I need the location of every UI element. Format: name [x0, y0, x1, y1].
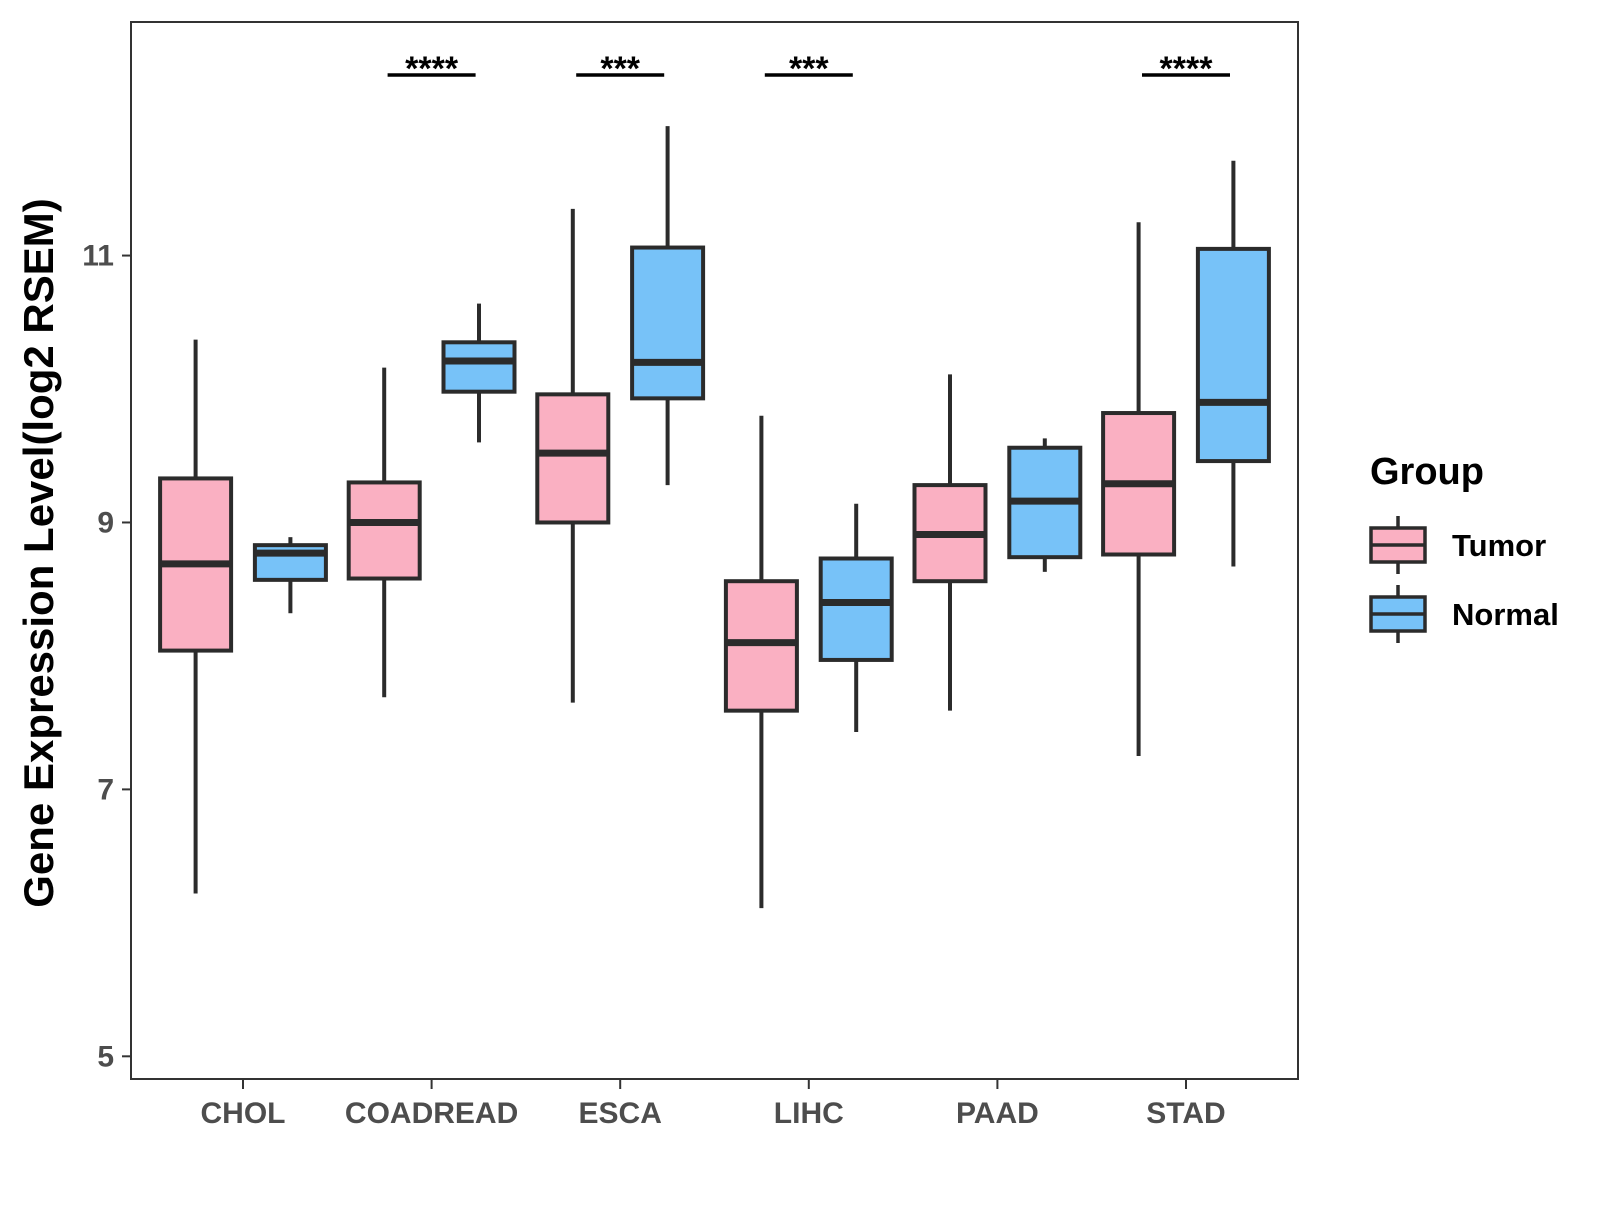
y-tick-label: 7 [97, 773, 114, 806]
y-tick-label: 9 [97, 506, 114, 539]
y-tick-label: 5 [97, 1040, 114, 1073]
legend-label-tumor: Tumor [1452, 528, 1546, 563]
x-tick-label: COADREAD [345, 1097, 518, 1130]
y-axis-label: Gene Expression Level(log2 RSEM) [15, 198, 62, 908]
legend-label-normal: Normal [1452, 597, 1559, 632]
box-normal [441, 340, 517, 394]
box-tumor [535, 392, 611, 525]
legend-title: Group [1370, 451, 1484, 493]
x-tick-label: ESCA [579, 1097, 662, 1130]
plot-panel-border [130, 21, 1299, 1080]
x-tick-label: PAAD [956, 1097, 1039, 1130]
x-tick-label: CHOL [201, 1097, 286, 1130]
significance-label: *** [600, 50, 640, 88]
box-normal [630, 245, 706, 401]
y-tick-label: 11 [82, 240, 114, 273]
x-tick-label: LIHC [774, 1097, 844, 1130]
box-normal [818, 556, 894, 662]
significance-label: **** [1160, 50, 1214, 88]
box-tumor [346, 480, 422, 581]
significance-label: **** [405, 50, 459, 88]
box-normal [1195, 246, 1271, 464]
significance-label: *** [789, 50, 829, 88]
legend: Group Tumor Normal [1369, 451, 1559, 643]
x-tick-label: STAD [1146, 1097, 1225, 1130]
